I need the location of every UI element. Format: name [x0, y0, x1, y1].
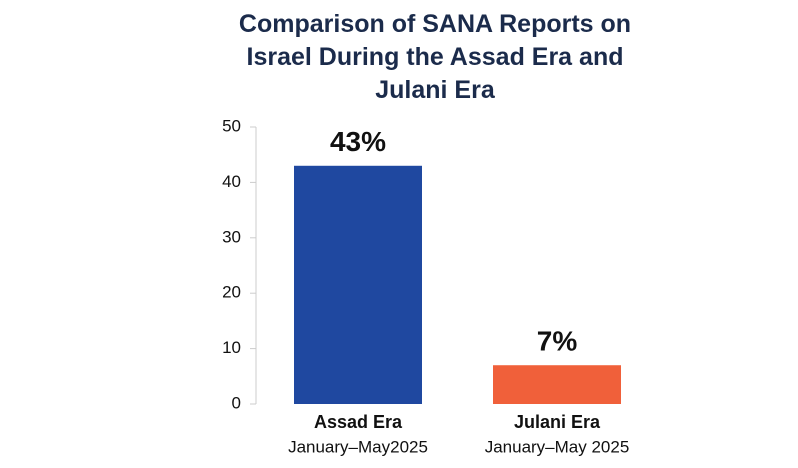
y-tick-label: 20: [222, 283, 241, 302]
y-tick-label: 40: [222, 172, 241, 191]
x-tick-label: Assad Era: [314, 412, 403, 432]
bar: [294, 165, 422, 404]
x-tick-label: Julani Era: [514, 412, 601, 432]
x-tick-sublabel: January–May 2025: [485, 437, 630, 456]
x-tick-sublabel: January–May2025: [288, 437, 428, 456]
bar: [493, 365, 621, 404]
y-tick-label: 10: [222, 338, 241, 357]
y-tick-label: 0: [232, 393, 241, 412]
value-label: 7%: [537, 326, 578, 357]
y-tick-label: 30: [222, 227, 241, 246]
chart-title: Comparison of SANA Reports on Israel Dur…: [238, 10, 632, 104]
y-tick-label: 50: [222, 116, 241, 135]
value-label: 43%: [330, 126, 386, 157]
